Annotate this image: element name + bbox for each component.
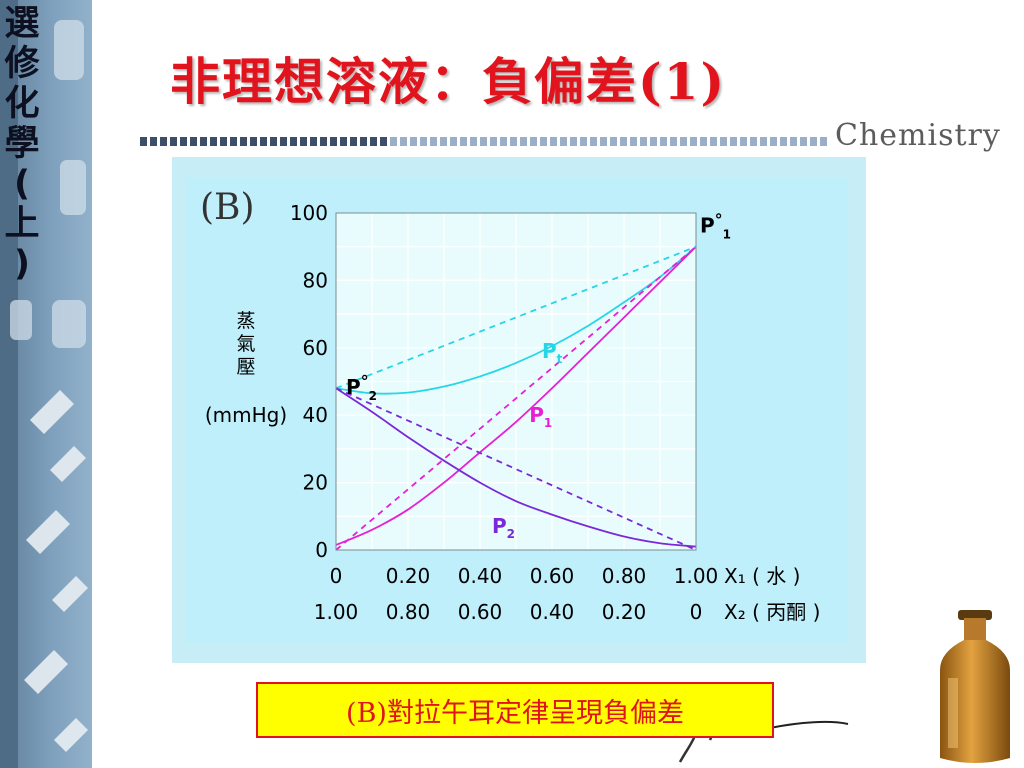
x1-tick-label: 0.20 [386, 564, 431, 588]
x2-tick-label: 0.60 [458, 600, 503, 624]
bottle-pattern-decoration [10, 20, 88, 752]
y-axis-label: 蒸氣壓 [236, 310, 255, 378]
x2-tick-label: 0.20 [602, 600, 647, 624]
y-axis-unit: (mmHg) [205, 403, 287, 427]
reagent-bottle-image [940, 610, 1010, 763]
caption-box: (B)對拉午耳定律呈現負偏差 [256, 682, 774, 738]
x1-axis-label: X₁ ( 水 ) [724, 564, 800, 588]
curve-annotations: P°1 P°2 Pt P1 P2 [346, 211, 731, 541]
series-line-ideal-p1 [335, 246, 697, 551]
sidebar-title: 選 修 化 學 ( 上 ) [0, 4, 44, 284]
series-lines [335, 245, 697, 551]
sidebar-char: 上 [4, 204, 40, 244]
x2-tick-label: 0.40 [530, 600, 575, 624]
y-tick-labels: 0 20 40 60 80 100 [290, 201, 328, 562]
x1-tick-label: 0 [330, 564, 343, 588]
header-dash-rule [140, 137, 830, 146]
y-tick-label: 60 [303, 336, 328, 360]
series-line-p1 [335, 246, 697, 546]
x2-tick-label: 0.80 [386, 600, 431, 624]
sidebar-decoration: 選 修 化 學 ( 上 ) [0, 0, 92, 768]
annotation-label: P°1 [700, 211, 731, 242]
series-line-p2 [335, 387, 697, 548]
panel-label: (B) [200, 187, 255, 228]
annotation-label: P2 [492, 514, 515, 541]
annotation-label: P1 [529, 403, 552, 430]
x1-tick-label: 0.60 [530, 564, 575, 588]
sidebar-char: 修 [4, 44, 40, 84]
brand-logo-text: Chemistry [835, 118, 1001, 153]
sidebar-char: ) [14, 244, 30, 284]
x2-axis-label: X₂ ( 丙酮 ) [724, 600, 820, 624]
sidebar-strip [0, 0, 18, 768]
chart-frame: 0 20 40 60 80 100 0 0.20 0.40 0.60 0.80 1.00 1.00 0… [172, 157, 866, 663]
annotation-label: P°2 [346, 372, 377, 403]
page-title: 非理想溶液：負偏差(1) [170, 52, 727, 111]
sidebar-char: 學 [4, 124, 40, 164]
series-line-pt [335, 246, 697, 395]
x2-tick-label: 1.00 [314, 600, 359, 624]
y-tick-label: 0 [315, 538, 328, 562]
plot-border [335, 212, 697, 551]
y-tick-label: 100 [290, 201, 328, 225]
sidebar-char: 選 [4, 4, 40, 44]
y-tick-label: 80 [303, 268, 328, 292]
sidebar-char: ( [14, 164, 30, 204]
grid [336, 213, 696, 550]
y-tick-label: 40 [303, 403, 328, 427]
sidebar-char: 化 [4, 84, 40, 124]
series-line-ideal-total [335, 245, 697, 390]
annotation-label: Pt [542, 339, 563, 366]
x1-tick-label: 0.80 [602, 564, 647, 588]
x2-tick-labels: 1.00 0.80 0.60 0.40 0.20 0 [314, 600, 703, 624]
x2-tick-label: 0 [690, 600, 703, 624]
x1-tick-label: 0.40 [458, 564, 503, 588]
x1-tick-labels: 0 0.20 0.40 0.60 0.80 1.00 [330, 564, 719, 588]
y-tick-label: 20 [303, 471, 328, 495]
x1-tick-label: 1.00 [674, 564, 719, 588]
